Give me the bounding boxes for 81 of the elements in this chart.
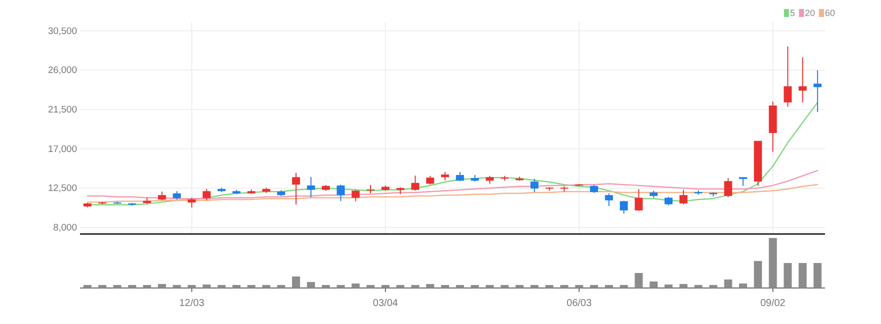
candlestick bbox=[456, 171, 464, 182]
candlestick bbox=[620, 200, 628, 214]
bar bbox=[292, 276, 300, 288]
candlestick bbox=[352, 189, 360, 202]
candlestick bbox=[366, 184, 375, 194]
bar bbox=[188, 285, 196, 288]
y-tick-label: 26,000 bbox=[48, 65, 77, 76]
bar bbox=[516, 285, 524, 288]
bar bbox=[620, 285, 628, 288]
bar bbox=[218, 285, 226, 288]
bar bbox=[754, 261, 762, 288]
bar bbox=[113, 285, 122, 288]
bar bbox=[232, 285, 240, 288]
bar bbox=[202, 284, 211, 288]
x-tick-label: 03/04 bbox=[372, 298, 398, 309]
x-tick-label: 06/03 bbox=[566, 298, 592, 309]
bar bbox=[486, 285, 494, 288]
candlestick bbox=[202, 188, 211, 201]
candlestick bbox=[814, 70, 822, 113]
y-tick-label: 17,000 bbox=[48, 144, 77, 155]
bar bbox=[604, 285, 613, 288]
bar bbox=[411, 285, 420, 288]
bar bbox=[336, 285, 345, 288]
candlestick bbox=[530, 178, 538, 193]
candlestick bbox=[604, 192, 613, 207]
bar bbox=[739, 284, 748, 288]
candlestick bbox=[411, 175, 420, 192]
bar bbox=[426, 284, 434, 288]
bar bbox=[500, 285, 509, 288]
candlestick bbox=[798, 56, 807, 103]
bar bbox=[545, 285, 554, 288]
bar bbox=[575, 285, 584, 288]
bar bbox=[396, 285, 404, 288]
bar bbox=[441, 285, 450, 288]
bar bbox=[352, 284, 360, 288]
bar bbox=[128, 285, 136, 288]
bar bbox=[590, 285, 598, 288]
bar bbox=[530, 285, 538, 288]
bar bbox=[784, 263, 792, 288]
bar bbox=[560, 285, 568, 288]
candlestick bbox=[679, 189, 688, 205]
bar bbox=[664, 284, 673, 288]
bar bbox=[143, 285, 152, 288]
candlestick bbox=[724, 178, 732, 198]
bar bbox=[694, 285, 702, 288]
y-tick-label: 30,500 bbox=[48, 26, 77, 37]
bar bbox=[470, 285, 479, 288]
y-tick-label: 21,500 bbox=[48, 104, 77, 116]
bar bbox=[634, 273, 643, 288]
bar bbox=[158, 284, 166, 288]
bar bbox=[98, 285, 106, 288]
bar bbox=[366, 285, 375, 288]
bar bbox=[247, 285, 256, 288]
candlestick bbox=[784, 46, 792, 108]
bar bbox=[262, 285, 270, 288]
y-tick-label: 12,500 bbox=[48, 183, 77, 194]
legend-label: 20 bbox=[804, 8, 815, 18]
candlestick bbox=[634, 188, 643, 212]
bar bbox=[724, 280, 732, 288]
bar bbox=[172, 285, 181, 288]
y-tick-label: 8,000 bbox=[53, 222, 77, 234]
candlestick bbox=[336, 184, 345, 202]
x-tick-label: 09/02 bbox=[760, 298, 786, 309]
bar bbox=[83, 285, 92, 288]
bar bbox=[306, 282, 315, 288]
candlestick bbox=[292, 172, 300, 205]
bar bbox=[768, 238, 777, 288]
candlestick bbox=[306, 176, 315, 198]
bar bbox=[798, 263, 807, 288]
bar bbox=[814, 263, 822, 288]
bar bbox=[456, 285, 464, 288]
bar bbox=[709, 285, 718, 288]
bar bbox=[679, 284, 688, 288]
bar bbox=[650, 282, 658, 288]
legend-label: 5 bbox=[790, 8, 795, 18]
x-tick-label: 12/03 bbox=[179, 298, 205, 309]
bar bbox=[381, 285, 390, 288]
candlestick bbox=[188, 197, 196, 208]
bar bbox=[277, 285, 286, 288]
legend-label: 60 bbox=[824, 8, 835, 18]
bar bbox=[322, 285, 330, 288]
